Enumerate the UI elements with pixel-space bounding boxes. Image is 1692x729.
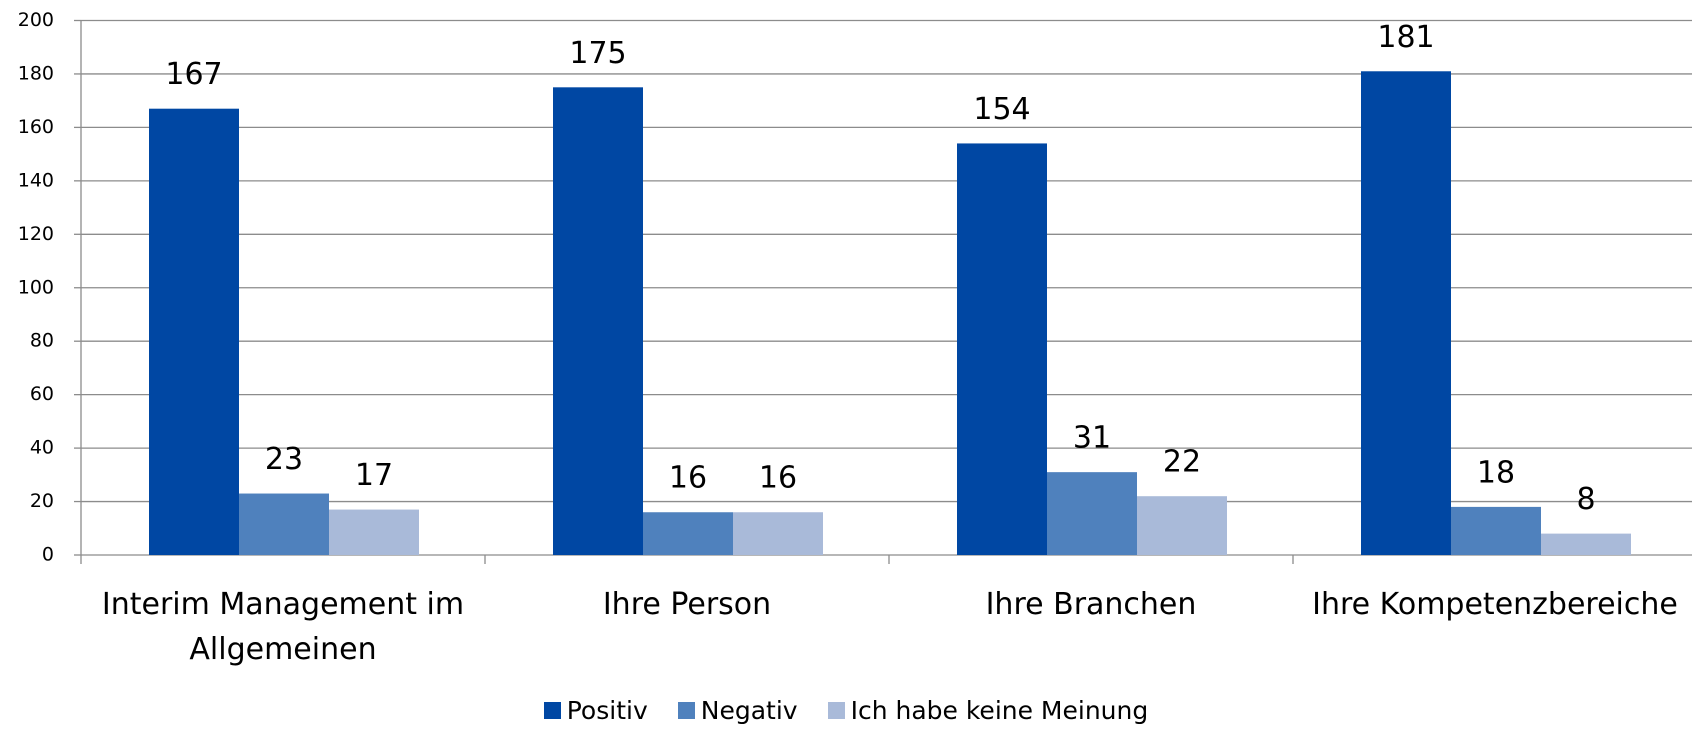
bar <box>239 493 329 555</box>
x-tick-label: Interim Management im Allgemeinen <box>101 587 465 667</box>
data-label: 8 <box>1576 482 1595 517</box>
legend-label: Positiv <box>566 696 648 725</box>
data-label: 16 <box>759 461 797 496</box>
legend: Positiv Negativ Ich habe keine Meinung <box>0 696 1692 725</box>
legend-item: Ich habe keine Meinung <box>827 696 1149 725</box>
data-label: 22 <box>1163 445 1201 480</box>
data-label: 16 <box>669 461 707 496</box>
y-tick-label: 80 <box>30 330 54 352</box>
y-tick-label: 120 <box>18 223 54 245</box>
legend-item: Positiv <box>543 696 648 725</box>
legend-label: Negativ <box>700 696 798 725</box>
bar <box>1137 496 1227 555</box>
data-label: 17 <box>355 458 393 493</box>
legend-swatch <box>677 702 695 719</box>
bar <box>553 87 643 555</box>
bar <box>329 509 419 555</box>
bar <box>1451 506 1541 555</box>
bar <box>957 143 1047 555</box>
legend-item: Negativ <box>677 696 798 725</box>
bar <box>1541 533 1631 555</box>
y-tick-label: 160 <box>18 116 54 138</box>
legend-swatch <box>543 702 561 719</box>
x-tick-label: Ihre Kompetenzbereiche <box>1312 587 1678 622</box>
y-tick-label: 140 <box>18 169 54 191</box>
y-tick-label: 60 <box>30 383 54 405</box>
bar <box>643 512 733 555</box>
legend-label: Ich habe keine Meinung <box>850 696 1149 725</box>
data-label: 23 <box>265 442 303 477</box>
bar <box>733 512 823 555</box>
bar <box>1361 71 1451 555</box>
data-label: 167 <box>165 57 222 92</box>
y-tick-label: 200 <box>18 9 54 31</box>
data-label: 175 <box>569 36 626 71</box>
data-label: 31 <box>1073 421 1111 456</box>
y-tick-label: 180 <box>18 62 54 84</box>
y-tick-label: 0 <box>42 544 54 566</box>
legend-swatch <box>827 702 845 719</box>
data-label: 154 <box>973 92 1030 127</box>
bar <box>1047 472 1137 555</box>
bar <box>149 108 239 555</box>
y-tick-label: 100 <box>18 276 54 298</box>
y-tick-label: 20 <box>30 490 54 512</box>
x-tick-label: Ihre Branchen <box>985 587 1197 622</box>
y-tick-label: 40 <box>30 437 54 459</box>
x-tick-label: Ihre Person <box>602 587 772 622</box>
data-label: 181 <box>1377 20 1434 55</box>
data-label: 18 <box>1477 455 1515 490</box>
